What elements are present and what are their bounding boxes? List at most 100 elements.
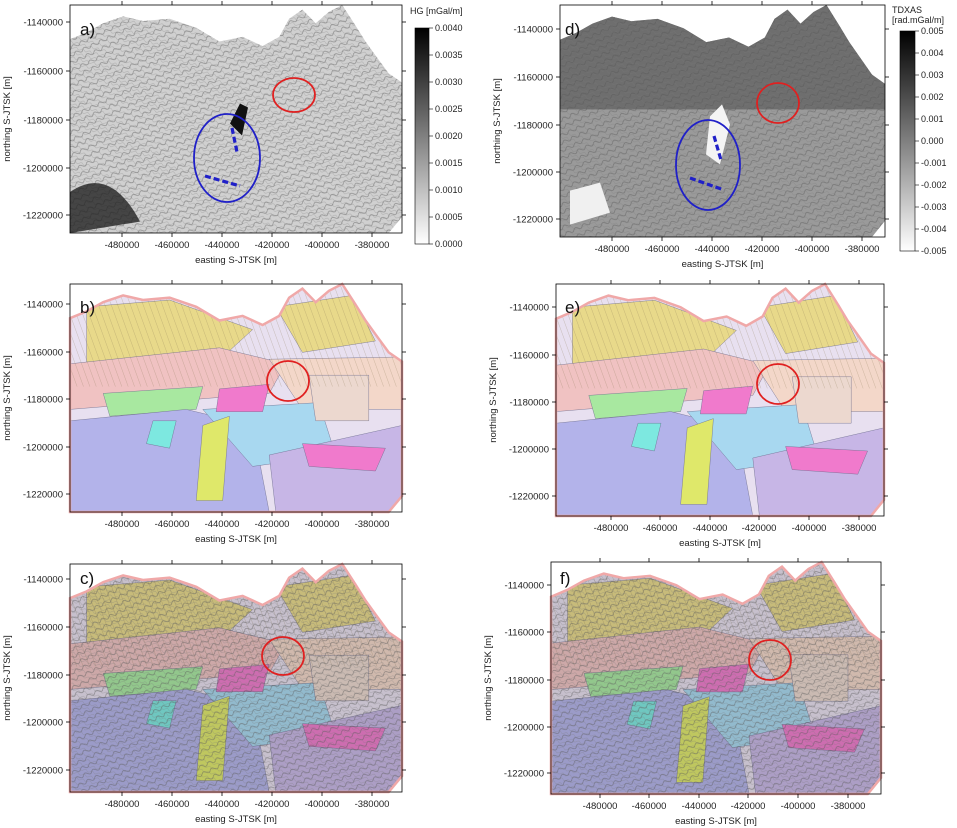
blue-dashed-lineament — [230, 127, 239, 153]
x-tick-label: -460000 — [155, 799, 190, 810]
colorbar-tick-label: -0.001 — [921, 158, 947, 168]
colorbar-tick-label: 0.0000 — [435, 239, 463, 249]
blue-ellipse-marker — [193, 113, 261, 203]
red-circle-marker — [756, 363, 800, 405]
colorbar-tick-label: 0.002 — [921, 92, 944, 102]
x-tick-label: -440000 — [205, 240, 240, 251]
panel-b: -480000 -460000 -440000 -420000 -400000 -3800… — [2, 280, 406, 545]
y-tick-label: -1180000 — [514, 121, 553, 132]
x-tick-label: -460000 — [645, 244, 680, 255]
x-tick-label: -480000 — [595, 244, 630, 255]
y-tick-label: -1220000 — [509, 492, 549, 503]
y-axis-title: northing S-JTSK [m] — [492, 78, 503, 164]
x-tick-label: -440000 — [205, 799, 240, 810]
map-area-d — [560, 5, 885, 237]
colorbar-tick-label: 0.001 — [921, 114, 944, 124]
x-tick-label: -460000 — [643, 523, 678, 534]
x-tick-label: -460000 — [155, 519, 190, 530]
panel-d: -480000 -460000 -440000 -420000 -400000 -3800… — [492, 1, 889, 270]
y-tick-label: -1220000 — [513, 215, 553, 226]
y-tick-label: -1180000 — [510, 398, 549, 409]
y-tick-label: -1160000 — [24, 67, 63, 78]
y-axis-title: northing S-JTSK [m] — [2, 76, 13, 162]
colorbar-tick-label: 0.0030 — [435, 77, 463, 87]
map-area-e — [556, 284, 884, 516]
colorbar-ramp — [414, 27, 430, 245]
x-tick-label: -380000 — [355, 240, 390, 251]
colorbar-unit: [rad.mGal/m] — [892, 15, 944, 25]
x-tick-label: -480000 — [105, 519, 140, 530]
map-frame — [559, 4, 886, 238]
panel-c: -480000 -460000 -440000 -420000 -400000 -3800… — [2, 560, 406, 825]
y-tick-label: -1200000 — [23, 164, 63, 175]
y-tick-label: -1220000 — [23, 211, 63, 222]
panel-label: a) — [80, 20, 95, 39]
y-tick-label: -1200000 — [504, 723, 544, 734]
colorbar-tick-label: 0.0005 — [435, 212, 463, 222]
colorbar-title: HG [mGal/m] — [410, 6, 463, 16]
red-circle-marker — [261, 636, 305, 676]
x-tick-label: -400000 — [305, 799, 340, 810]
y-tick-label: -1220000 — [23, 766, 63, 777]
colorbar-tick-label: 0.0010 — [435, 185, 463, 195]
panel-label: d) — [565, 20, 580, 39]
x-tick-label: -460000 — [155, 240, 190, 251]
map-frame — [555, 283, 885, 517]
y-tick-label: -1140000 — [24, 575, 63, 586]
x-axis-title: easting S-JTSK [m] — [682, 259, 764, 270]
y-tick-label: -1180000 — [24, 395, 63, 406]
x-tick-label: -380000 — [831, 801, 866, 812]
x-axis-title: easting S-JTSK [m] — [195, 255, 277, 266]
y-axis-title: northing S-JTSK [m] — [2, 635, 13, 721]
y-tick-label: -1160000 — [24, 348, 63, 359]
colorbar-tdxas: TDXAS[rad.mGal/m]0.005 0.004 0.003 0.002 0.0… — [892, 5, 947, 256]
y-tick-label: -1160000 — [510, 351, 549, 362]
colorbar-tick-label: -0.002 — [921, 180, 947, 190]
red-circle-marker — [272, 77, 316, 113]
y-tick-label: -1220000 — [504, 769, 544, 780]
map-area-f — [551, 562, 881, 794]
x-tick-label: -400000 — [781, 801, 816, 812]
colorbar-tick-label: 0.000 — [921, 136, 944, 146]
blue-dashed-lineament — [712, 135, 723, 161]
map-area-b — [70, 284, 402, 512]
red-circle-marker — [748, 639, 792, 681]
colorbar-tick-label: 0.005 — [921, 26, 944, 36]
x-tick-label: -460000 — [632, 801, 667, 812]
x-tick-label: -400000 — [792, 523, 827, 534]
blue-dashed-lineament — [204, 174, 241, 188]
y-tick-label: -1180000 — [24, 116, 63, 127]
y-tick-label: -1160000 — [514, 73, 553, 84]
colorbar-tick-label: 0.0020 — [435, 131, 463, 141]
y-axis-title: northing S-JTSK [m] — [2, 355, 13, 441]
y-tick-label: -1140000 — [24, 18, 63, 29]
panel-a: -480000 -460000 -440000 -420000 -400000 -3800… — [2, 1, 406, 266]
x-axis-title: easting S-JTSK [m] — [679, 538, 761, 549]
panel-e: -480000 -460000 -440000 -420000 -400000 -3800… — [488, 280, 888, 549]
map-frame — [550, 561, 882, 795]
panel-label: b) — [80, 298, 95, 317]
colorbar-tick-label: 0.004 — [921, 48, 944, 58]
colorbar-tick-label: 0.0035 — [435, 50, 463, 60]
x-tick-label: -480000 — [105, 240, 140, 251]
panel-label: f) — [560, 569, 570, 588]
y-tick-label: -1160000 — [505, 628, 544, 639]
x-tick-label: -420000 — [255, 799, 290, 810]
x-tick-label: -420000 — [745, 244, 780, 255]
colorbar-ramp — [899, 30, 916, 252]
panel-label: c) — [80, 569, 94, 588]
colorbar-tick-label: 0.0040 — [435, 23, 463, 33]
panel-label: e) — [565, 298, 580, 317]
y-tick-label: -1140000 — [24, 300, 63, 311]
x-tick-label: -400000 — [305, 240, 340, 251]
y-axis-title: northing S-JTSK [m] — [483, 635, 494, 721]
x-tick-label: -380000 — [845, 244, 880, 255]
panel-f: -480000 -460000 -440000 -420000 -400000 -3800… — [483, 558, 885, 827]
x-axis-title: easting S-JTSK [m] — [195, 534, 277, 545]
x-tick-label: -440000 — [682, 801, 717, 812]
map-frame — [69, 283, 403, 513]
x-tick-label: -480000 — [594, 523, 629, 534]
y-tick-label: -1200000 — [509, 445, 549, 456]
x-tick-label: -420000 — [731, 801, 766, 812]
